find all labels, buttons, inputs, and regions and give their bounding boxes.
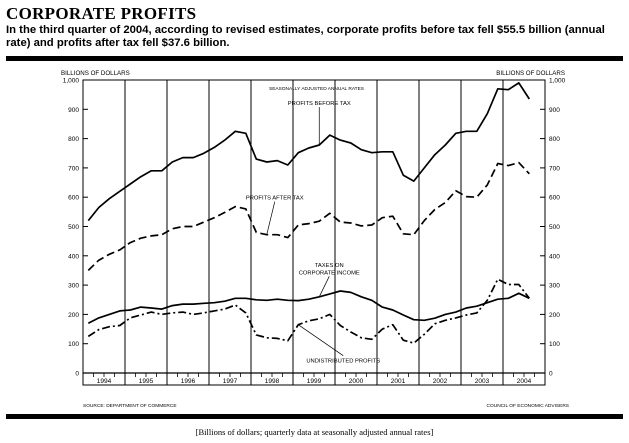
y-tick-label-left: 500 (68, 224, 79, 231)
y-tick-label-left: 300 (68, 283, 79, 290)
plot-subtitle: SEASONALLY ADJUSTED ANNUAL RATES (269, 86, 364, 92)
y-tick-label-left: 100 (68, 341, 79, 348)
y-tick-label-right: 400 (549, 253, 560, 260)
chart-subtitle: In the third quarter of 2004, according … (6, 24, 605, 49)
series-label-leader (318, 276, 330, 297)
series-label: CORPORATE INCOME (299, 270, 360, 276)
y-tick-label-right: 800 (549, 136, 560, 143)
x-tick-label: 1996 (181, 378, 196, 385)
y-tick-label-left: 700 (68, 165, 79, 172)
y-tick-label-left: 0 (75, 371, 79, 378)
y-tick-label-right: 600 (549, 195, 560, 202)
y-tick-label-right: 1,000 (549, 78, 566, 85)
y-tick-label-right: 700 (549, 165, 560, 172)
y-tick-label-left: 200 (68, 312, 79, 319)
x-tick-label: 1999 (307, 378, 322, 385)
y-tick-label-right: 900 (549, 107, 560, 114)
x-tick-label: 2002 (433, 378, 448, 385)
y-tick-label-left: 400 (68, 253, 79, 260)
y-axis-label-left: BILLIONS OF DOLLARS (61, 70, 130, 77)
series-label: PROFITS AFTER TAX (246, 196, 304, 202)
chart-svg: 0 0 100 100 200 200 300 300 400 400 500 500 600 600 70… (61, 70, 569, 409)
y-tick-label-left: 1,000 (63, 78, 80, 85)
y-tick-label-right: 500 (549, 224, 560, 231)
y-tick-label-right: 0 (549, 371, 553, 378)
series-line-taxes-on-corporate-income (87, 290, 530, 324)
series-label-leader (266, 201, 276, 235)
chart-title: CORPORATE PROFITS (6, 4, 197, 23)
series-label: UNDISTRIBUTED PROFITS (306, 359, 380, 365)
y-tick-label-right: 100 (549, 341, 560, 348)
y-tick-label-right: 300 (549, 283, 560, 290)
x-tick-label: 1995 (139, 378, 154, 385)
x-tick-label: 2000 (349, 378, 364, 385)
series-line-profits-before-tax (87, 82, 531, 222)
x-tick-label: 1998 (265, 378, 280, 385)
series-label: TAXES ON (315, 263, 344, 269)
source-left: SOURCE: DEPARTMENT OF COMMERCE (83, 403, 177, 409)
x-tick-label: 1997 (223, 378, 238, 385)
x-tick-label: 1994 (97, 378, 112, 385)
x-tick-label: 2004 (517, 378, 532, 385)
series-line-undistributed-profits (87, 278, 530, 344)
series-line-profits-after-tax (87, 161, 530, 272)
y-tick-label-left: 900 (68, 107, 79, 114)
x-tick-label: 2003 (475, 378, 490, 385)
footnote: [Billions of dollars; quarterly data at … (195, 427, 434, 437)
y-tick-label-left: 600 (68, 195, 79, 202)
y-tick-label-right: 200 (549, 312, 560, 319)
plot-frame (82, 79, 546, 386)
y-tick-label-left: 800 (68, 136, 79, 143)
series-label-leader (298, 324, 344, 356)
x-tick-label: 2001 (391, 378, 406, 385)
y-axis-label-right: BILLIONS OF DOLLARS (496, 70, 565, 77)
source-right: COUNCIL OF ECONOMIC ADVISERS (487, 403, 569, 409)
series-label: PROFITS BEFORE TAX (288, 101, 351, 107)
top-rule (6, 56, 623, 61)
bottom-rule (6, 414, 623, 419)
